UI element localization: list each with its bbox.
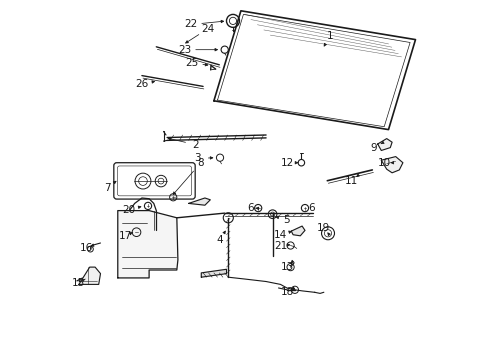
Text: 17: 17 xyxy=(119,231,132,241)
Text: 26: 26 xyxy=(135,78,148,89)
Text: 9: 9 xyxy=(370,143,377,153)
Text: 4: 4 xyxy=(216,235,222,246)
Text: 6: 6 xyxy=(247,203,254,213)
Text: 15: 15 xyxy=(71,278,84,288)
Text: 2: 2 xyxy=(192,140,199,150)
Text: 13: 13 xyxy=(280,262,293,272)
Polygon shape xyxy=(201,269,226,277)
Text: 20: 20 xyxy=(122,204,135,215)
Polygon shape xyxy=(79,267,101,284)
Polygon shape xyxy=(188,198,210,205)
Polygon shape xyxy=(377,139,391,150)
Text: 25: 25 xyxy=(185,58,199,68)
Text: 24: 24 xyxy=(201,24,214,34)
Text: 18: 18 xyxy=(281,287,294,297)
Text: 3: 3 xyxy=(194,153,201,163)
Text: 22: 22 xyxy=(184,19,198,30)
Text: 11: 11 xyxy=(345,176,358,186)
Text: 12: 12 xyxy=(280,158,293,168)
Text: 16: 16 xyxy=(80,243,93,253)
Polygon shape xyxy=(381,157,402,173)
Text: 10: 10 xyxy=(377,158,390,168)
Polygon shape xyxy=(118,211,178,278)
Text: 19: 19 xyxy=(316,222,330,233)
Text: 23: 23 xyxy=(178,45,191,55)
Text: 6: 6 xyxy=(307,203,314,213)
Polygon shape xyxy=(291,226,305,236)
FancyBboxPatch shape xyxy=(114,163,195,199)
Text: 8: 8 xyxy=(197,158,203,168)
Text: 14: 14 xyxy=(273,230,286,240)
Text: 7: 7 xyxy=(103,183,110,193)
Text: 5: 5 xyxy=(283,215,290,225)
Text: 1: 1 xyxy=(326,31,333,41)
Text: 21: 21 xyxy=(273,240,286,251)
